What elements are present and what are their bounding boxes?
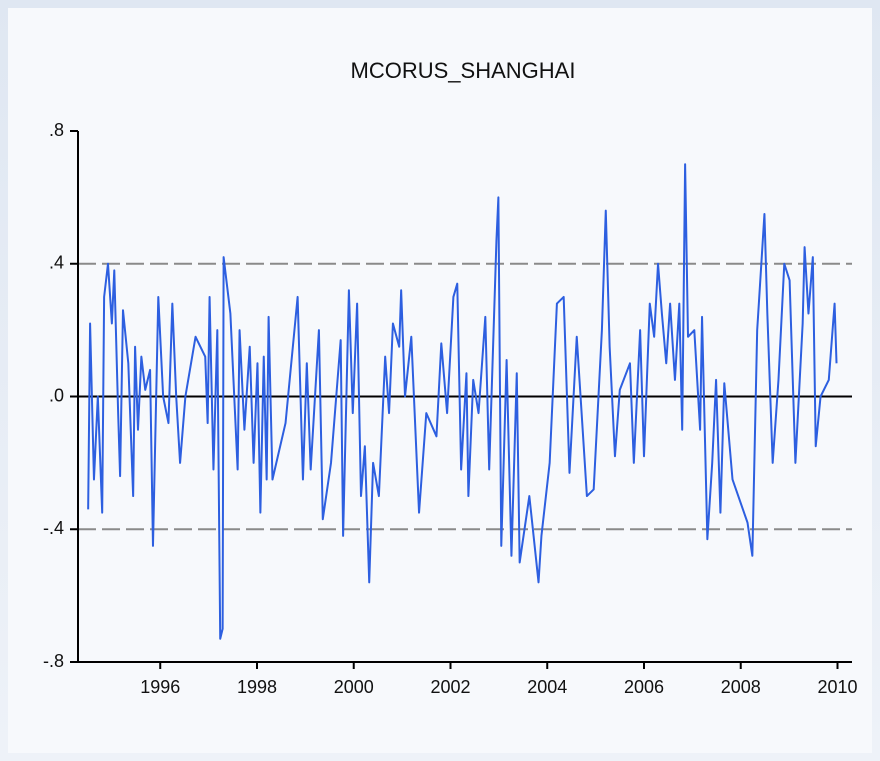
y-tick-label: -.4: [43, 518, 64, 538]
x-tick-label: 2008: [721, 677, 761, 697]
y-tick-label: .4: [49, 253, 64, 273]
x-tick-label: 1998: [237, 677, 277, 697]
y-tick-label: -.8: [43, 651, 64, 671]
x-tick-label: 2004: [527, 677, 567, 697]
x-tick-label: 2002: [430, 677, 470, 697]
chart-title: MCORUS_SHANGHAI: [351, 58, 576, 83]
x-tick-label: 2006: [624, 677, 664, 697]
y-tick-label: .8: [49, 120, 64, 140]
x-tick-label: 2000: [334, 677, 374, 697]
x-tick-label: 1996: [140, 677, 180, 697]
x-tick-label: 2010: [817, 677, 857, 697]
data-line: [87, 163, 838, 640]
y-tick-label: .0: [49, 385, 64, 405]
